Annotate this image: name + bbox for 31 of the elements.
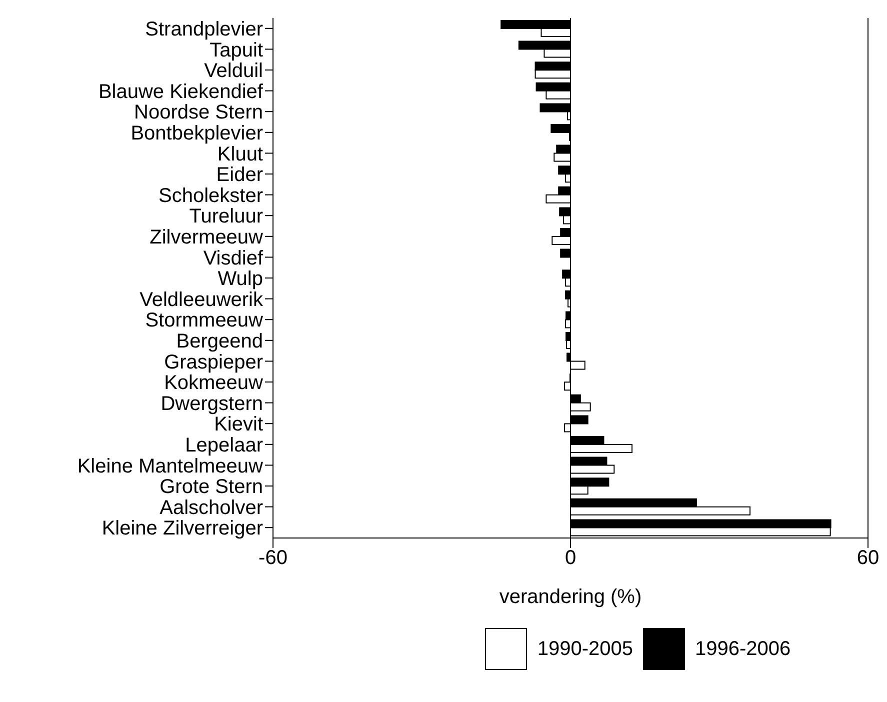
y-tick-label: Scholekster	[158, 184, 264, 207]
y-tick-label: Lepelaar	[185, 434, 264, 456]
y-tick-label: Kluut	[217, 143, 264, 166]
y-tick-label: Zilvermeeuw	[150, 226, 264, 248]
legend-label: 1996-2006	[695, 638, 791, 660]
y-tick-label: Bergeend	[176, 330, 263, 352]
y-tick-label: Velduil	[204, 60, 263, 82]
y-tick-label: Blauwe Kiekendief	[98, 80, 264, 103]
y-tick-label: Tureluur	[189, 206, 264, 228]
y-tick-label: Aalscholver	[160, 496, 264, 519]
y-tick-label: Dwergstern	[160, 392, 263, 415]
y-tick-label: Wulp	[218, 268, 263, 290]
x-axis-title: verandering (%)	[499, 586, 642, 608]
legend-label: 1990-2005	[537, 638, 633, 660]
y-tick-label: Noordse Stern	[134, 102, 263, 124]
y-tick-label: Kleine Mantelmeeuw	[77, 455, 264, 478]
y-tick-label: Kievit	[214, 414, 264, 436]
y-tick-label: Veldleeuwerik	[140, 288, 264, 311]
y-tick-label: Strandplevier	[145, 18, 264, 40]
x-tick-label: 0	[564, 547, 576, 570]
y-tick-label: Stormmeeuw	[145, 310, 264, 332]
y-tick-label: Grote Stern	[160, 476, 263, 498]
y-tick-label: Bontbekplevier	[130, 122, 264, 144]
x-tick-label: -60	[258, 547, 288, 570]
y-tick-label: Visdief	[203, 247, 264, 270]
y-tick-label: Tapuit	[210, 39, 264, 62]
y-tick-label: Graspieper	[164, 351, 264, 374]
y-tick-label: Kleine Zilverreiger	[102, 518, 264, 540]
x-tick-label: 60	[856, 547, 880, 570]
y-tick-label: Kokmeeuw	[164, 372, 264, 394]
y-tick-label: Eider	[216, 164, 264, 186]
